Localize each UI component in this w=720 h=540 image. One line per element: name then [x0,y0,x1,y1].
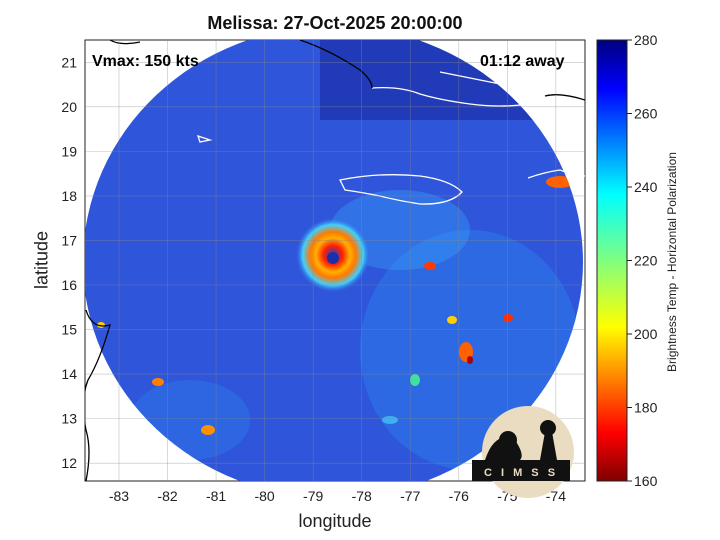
coastlines [85,40,585,481]
x-tick-label: -83 [109,488,129,504]
svg-text:C I M S S: C I M S S [484,467,558,479]
x-tick-label: -77 [400,488,420,504]
colorbar-tick-labels: 160 180 200 220 240 260 280 [627,32,658,489]
y-axis-label: latitude [31,230,52,290]
y-tick-label: 17 [61,232,77,248]
x-tick-label: -79 [303,488,323,504]
colorbar [596,39,628,482]
y-tick-label: 13 [61,411,77,427]
colorbar-tick-label: 180 [634,400,658,416]
y-tick-label: 21 [61,54,77,70]
y-tick-label: 12 [61,455,77,471]
y-tick-label: 20 [61,99,77,115]
y-tick-labels: 12 13 14 15 16 17 18 19 20 21 [61,54,77,471]
colorbar-tick-label: 200 [634,326,658,342]
colorbar-label: Brightness Temp - Horizontal Polarizatio… [665,152,679,372]
x-tick-labels: -83 -82 -81 -80 -79 -78 -77 -76 -75 -74 [109,488,566,504]
vmax-label: Vmax: 150 kts [92,53,199,70]
x-tick-label: -74 [546,488,566,504]
y-tick-label: 14 [61,366,77,382]
y-tick-label: 19 [61,143,77,159]
colorbar-tick-label: 260 [634,106,658,122]
grid-lines [85,40,585,481]
colorbar-tick-label: 160 [634,473,658,489]
y-tick-label: 18 [61,188,77,204]
colorbar-tick-label: 220 [634,253,658,269]
x-tick-label: -76 [449,488,469,504]
x-tick-label: -82 [157,488,177,504]
page-title: Melissa: 27-Oct-2025 20:00:00 [207,13,463,33]
x-axis-label: longitude [298,511,372,531]
colorbar-tick-label: 240 [634,179,658,195]
x-tick-label: -78 [352,488,372,504]
time-away-label: 01:12 away [480,53,565,70]
cimss-logo: C I M S S [472,406,574,498]
y-tick-label: 15 [61,322,77,338]
y-tick-label: 16 [61,277,77,293]
x-tick-label: -81 [206,488,226,504]
colorbar-tick-label: 280 [634,32,658,48]
x-tick-label: -80 [254,488,274,504]
hurricane-eye [327,252,339,264]
